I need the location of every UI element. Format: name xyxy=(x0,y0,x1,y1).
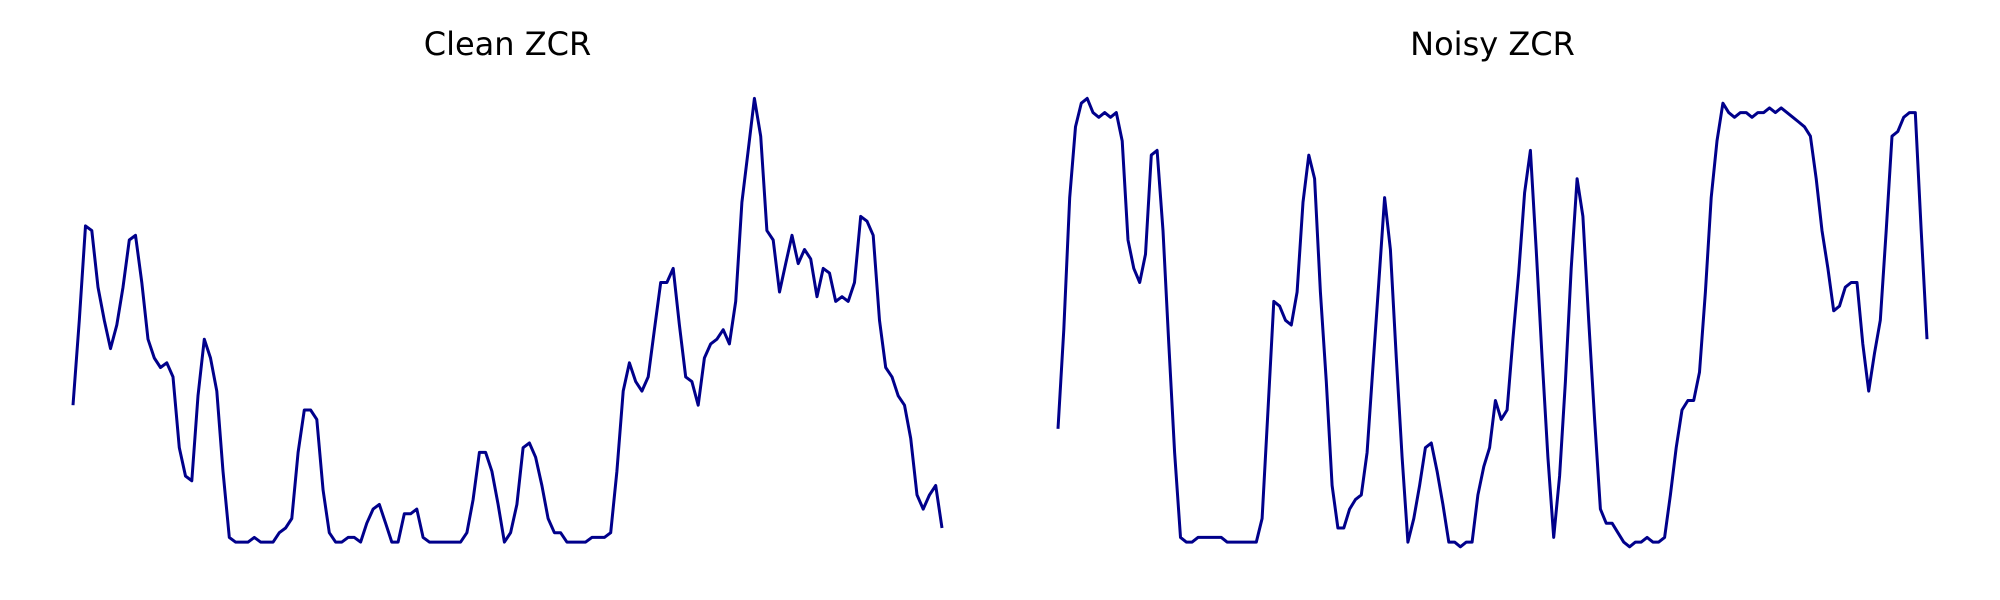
line xyxy=(71,96,944,544)
chart-title: Clean ZCR xyxy=(424,25,591,63)
chart-title: Noisy ZCR xyxy=(1410,25,1575,63)
line xyxy=(1056,96,1929,549)
